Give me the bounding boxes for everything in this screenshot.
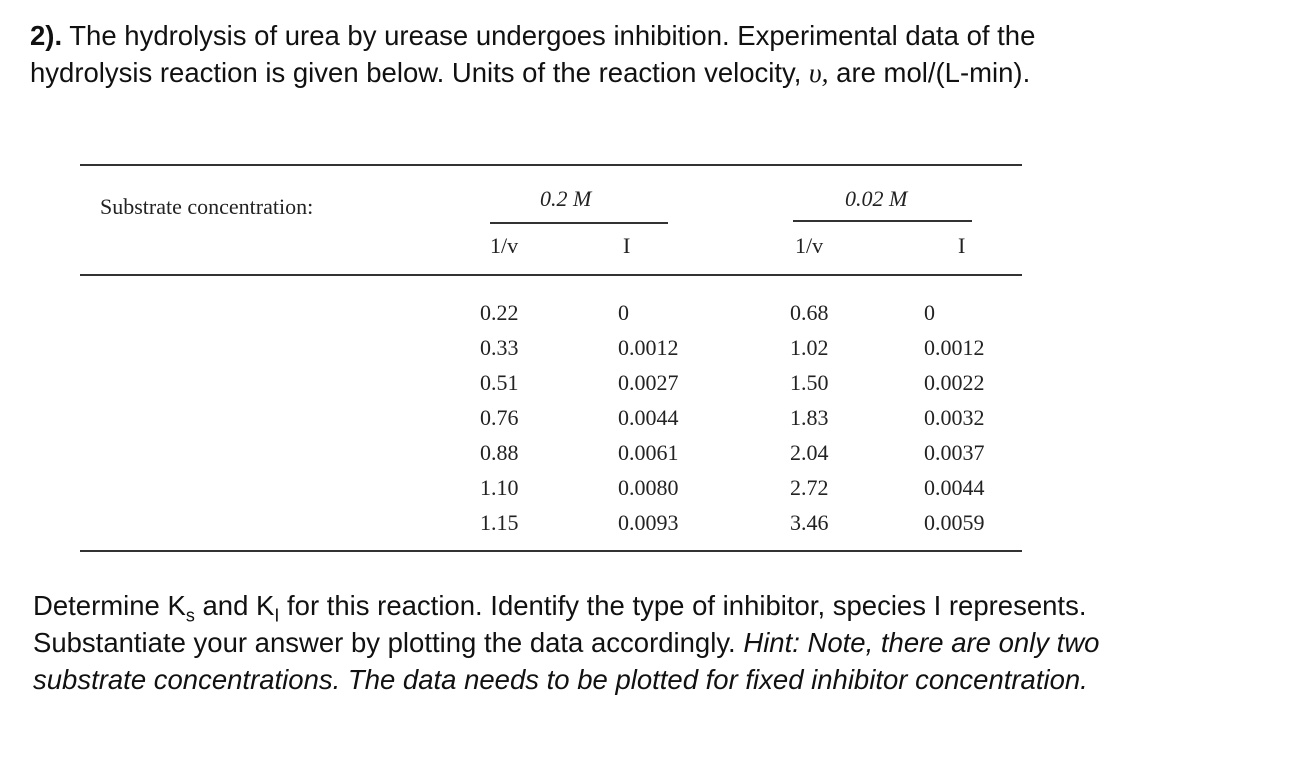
problem-number: 2). [30, 20, 63, 51]
subscript: s [185, 605, 195, 626]
table-cell: 0.0061 [618, 440, 679, 465]
question-text: Substantiate your answer by plotting the… [33, 627, 736, 658]
question-line: substrate concentrations. The data needs… [33, 664, 1088, 696]
table-cell: 0.0012 [924, 335, 985, 360]
group-header: 0.02 M [845, 186, 908, 211]
subscript: I [274, 605, 280, 626]
table-cell: 0 [618, 300, 629, 325]
intro-text: The hydrolysis of urea by urease undergo… [69, 20, 1036, 51]
table-cell: 1.02 [790, 335, 829, 360]
group-rule [793, 220, 972, 222]
column-header: 1/v [490, 233, 519, 258]
column-header: I [623, 233, 631, 258]
question-line: Substantiate your answer by plotting the… [33, 627, 1099, 659]
intro-text: are mol/(L-min). [836, 57, 1031, 88]
table-cell: 1.15 [480, 510, 519, 535]
table-rule [80, 274, 1022, 276]
table-cell: 0.0022 [924, 370, 985, 395]
table-cell: 0.0012 [618, 335, 679, 360]
table-cell: 0 [924, 300, 935, 325]
table-cell: 0.88 [480, 440, 519, 465]
table-cell: 0.0032 [924, 405, 985, 430]
question-text: Determine K [33, 590, 186, 621]
intro-text: hydrolysis reaction is given below. Unit… [30, 57, 802, 88]
hint-text: substrate concentrations. The data needs… [33, 664, 1088, 695]
group-rule [490, 222, 668, 224]
table-cell: 1.83 [790, 405, 829, 430]
table-cell: 0.0027 [618, 370, 679, 395]
table-cell: 0.68 [790, 300, 829, 325]
question-line: Determine Ks and KI for this reaction. I… [33, 590, 1086, 627]
hint-text: Hint: Note, there are only two [743, 627, 1100, 658]
question-text: and K [202, 590, 275, 621]
column-header: 1/v [795, 233, 824, 258]
velocity-symbol: υ, [809, 57, 829, 88]
table-cell: 1.10 [480, 475, 519, 500]
column-header: I [958, 233, 966, 258]
table-rule [80, 164, 1022, 166]
table-cell: 3.46 [790, 510, 829, 535]
table-cell: 2.72 [790, 475, 829, 500]
table-cell: 2.04 [790, 440, 829, 465]
intro-line: hydrolysis reaction is given below. Unit… [30, 57, 1030, 89]
table-label: Substrate concentration: [100, 194, 314, 219]
group-header: 0.2 M [540, 186, 592, 211]
table-cell: 0.33 [480, 335, 519, 360]
table-cell: 0.0044 [924, 475, 985, 500]
table-cell: 0.76 [480, 405, 519, 430]
table-cell: 0.0044 [618, 405, 679, 430]
table-rule [80, 550, 1022, 552]
table-cell: 0.0080 [618, 475, 679, 500]
table-cell: 0.0037 [924, 440, 985, 465]
table-cell: 0.0093 [618, 510, 679, 535]
question-text: for this reaction. Identify the type of … [287, 590, 1087, 621]
table-cell: 1.50 [790, 370, 829, 395]
table-cell: 0.0059 [924, 510, 985, 535]
intro-line: 2). The hydrolysis of urea by urease und… [30, 20, 1035, 52]
table-cell: 0.22 [480, 300, 519, 325]
table-cell: 0.51 [480, 370, 519, 395]
